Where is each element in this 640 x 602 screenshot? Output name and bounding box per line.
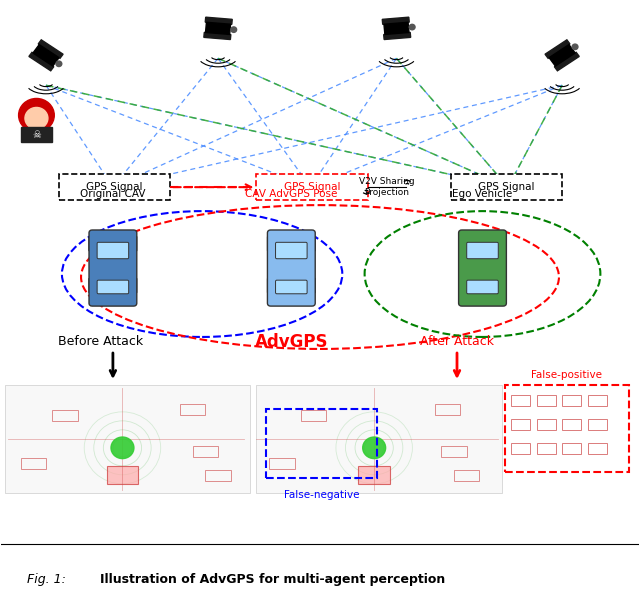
FancyBboxPatch shape xyxy=(127,278,137,293)
FancyBboxPatch shape xyxy=(97,280,129,294)
Text: AdvGPS: AdvGPS xyxy=(255,333,328,351)
FancyBboxPatch shape xyxy=(305,278,316,293)
FancyBboxPatch shape xyxy=(358,466,390,484)
Polygon shape xyxy=(384,22,409,34)
Polygon shape xyxy=(383,33,411,40)
Polygon shape xyxy=(38,40,63,58)
FancyBboxPatch shape xyxy=(459,230,506,306)
Circle shape xyxy=(25,107,48,129)
Polygon shape xyxy=(554,52,579,71)
FancyBboxPatch shape xyxy=(276,280,307,294)
FancyBboxPatch shape xyxy=(59,174,170,200)
Text: Original CAV: Original CAV xyxy=(80,189,146,199)
FancyBboxPatch shape xyxy=(256,174,368,200)
Text: Fig. 1:: Fig. 1: xyxy=(27,573,70,586)
Circle shape xyxy=(56,61,62,67)
Text: False-negative: False-negative xyxy=(284,490,360,500)
FancyBboxPatch shape xyxy=(458,236,468,251)
FancyBboxPatch shape xyxy=(496,278,507,293)
Text: Before Attack: Before Attack xyxy=(58,335,143,348)
FancyBboxPatch shape xyxy=(467,243,499,259)
FancyBboxPatch shape xyxy=(97,243,129,259)
FancyBboxPatch shape xyxy=(305,236,316,251)
FancyBboxPatch shape xyxy=(276,243,307,259)
Text: V2V Sharing
Projection: V2V Sharing Projection xyxy=(359,178,415,197)
FancyBboxPatch shape xyxy=(4,385,250,493)
Text: False-positive: False-positive xyxy=(531,370,602,380)
Circle shape xyxy=(572,44,578,49)
Circle shape xyxy=(363,437,386,459)
FancyBboxPatch shape xyxy=(268,278,278,293)
Circle shape xyxy=(111,437,134,459)
Polygon shape xyxy=(29,52,54,71)
FancyBboxPatch shape xyxy=(458,278,468,293)
FancyBboxPatch shape xyxy=(505,385,629,472)
Polygon shape xyxy=(549,45,575,66)
FancyBboxPatch shape xyxy=(268,236,278,251)
FancyBboxPatch shape xyxy=(89,278,99,293)
FancyBboxPatch shape xyxy=(89,236,99,251)
Text: Illustration of AdvGPS for multi-agent perception: Illustration of AdvGPS for multi-agent p… xyxy=(100,573,445,586)
Text: CAV AdvGPS Pose: CAV AdvGPS Pose xyxy=(245,189,337,199)
FancyBboxPatch shape xyxy=(106,466,138,484)
Text: After Attack: After Attack xyxy=(420,335,494,348)
Polygon shape xyxy=(205,22,230,34)
FancyBboxPatch shape xyxy=(256,385,502,493)
Text: Ego Vehicle: Ego Vehicle xyxy=(452,189,513,199)
Polygon shape xyxy=(204,33,231,40)
FancyBboxPatch shape xyxy=(496,236,507,251)
Polygon shape xyxy=(382,17,409,24)
Circle shape xyxy=(409,24,415,29)
FancyBboxPatch shape xyxy=(89,230,137,306)
Text: ☠: ☠ xyxy=(32,130,41,140)
FancyBboxPatch shape xyxy=(268,230,316,306)
FancyBboxPatch shape xyxy=(467,280,499,294)
Text: GPS Signal: GPS Signal xyxy=(478,182,534,192)
Polygon shape xyxy=(205,17,232,24)
Text: GPS Signal: GPS Signal xyxy=(86,182,143,192)
Polygon shape xyxy=(33,45,59,66)
Circle shape xyxy=(231,27,237,33)
FancyBboxPatch shape xyxy=(20,127,52,142)
Circle shape xyxy=(19,99,54,132)
FancyBboxPatch shape xyxy=(451,174,562,200)
Text: GPS Signal: GPS Signal xyxy=(284,182,340,192)
Polygon shape xyxy=(545,40,570,58)
FancyBboxPatch shape xyxy=(127,236,137,251)
